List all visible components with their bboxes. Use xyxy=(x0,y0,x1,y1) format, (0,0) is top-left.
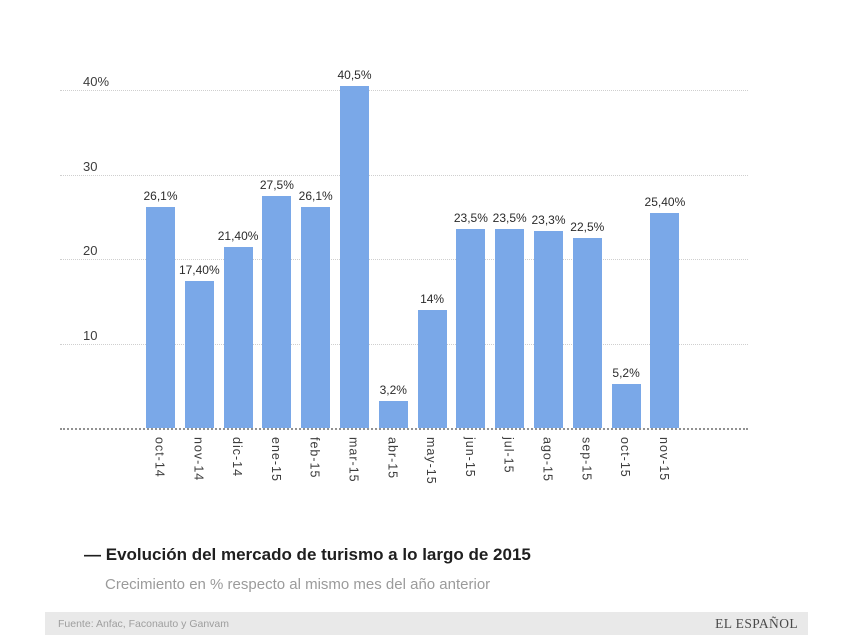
chart-subtitle: Crecimiento en % respecto al mismo mes d… xyxy=(105,576,491,593)
x-axis-tick-label: sep-15 xyxy=(579,437,594,482)
bar-value-label: 26,1% xyxy=(143,189,178,204)
x-axis-tick-label: ago-15 xyxy=(540,437,555,482)
bar-value-label: 22,5% xyxy=(570,219,605,234)
source-text: Fuente: Anfac, Faconauto y Ganvam xyxy=(58,617,230,630)
y-gridline xyxy=(60,90,748,91)
bar-oct-14 xyxy=(146,207,175,428)
bar-value-label: 23,5% xyxy=(492,211,527,226)
x-axis-tick-label: feb-15 xyxy=(307,437,322,479)
x-axis-tick-label: mar-15 xyxy=(346,437,361,483)
bar-value-label: 25,40% xyxy=(644,195,686,210)
y-gridline xyxy=(60,174,748,176)
bar-value-label: 3,2% xyxy=(379,382,407,397)
bar-abr-15 xyxy=(378,400,408,428)
bar-value-label: 40,5% xyxy=(337,67,372,82)
y-gridline xyxy=(60,259,748,260)
x-axis-tick-label: nov-14 xyxy=(191,437,206,482)
chart-title-text: Evolución del mercado de turismo a lo la… xyxy=(105,545,531,564)
bar-jun-15 xyxy=(456,229,486,428)
y-gridline xyxy=(60,343,748,345)
x-axis-tick-label: abr-15 xyxy=(385,437,400,480)
bar-value-label: 23,3% xyxy=(531,213,566,228)
bar-may-15 xyxy=(417,309,447,428)
x-axis-tick-label: nov-15 xyxy=(656,437,671,482)
title-dash: — xyxy=(84,545,101,564)
bar-value-label: 5,2% xyxy=(612,366,640,381)
footer-bar: Fuente: Anfac, Faconauto y Ganvam EL ESP… xyxy=(45,612,808,635)
x-axis-tick-label: jul-15 xyxy=(501,437,516,474)
bar-oct-15 xyxy=(611,384,641,428)
y-axis-tick-label: 30 xyxy=(83,158,102,174)
brand-logo: EL ESPAÑOL xyxy=(715,615,798,631)
bar-nov-15 xyxy=(650,213,680,428)
bar-mar-15 xyxy=(340,85,369,428)
bar-value-label: 14% xyxy=(420,291,445,306)
x-axis-tick-label: ene-15 xyxy=(268,437,283,482)
bar-ago-15 xyxy=(534,231,563,428)
chart-title: — Evolución del mercado de turismo a lo … xyxy=(84,544,531,566)
bar-ene-15 xyxy=(262,195,292,428)
bar-nov-14 xyxy=(184,280,214,428)
plot-area: 40% 30 20 10 26,1% oct-14 17,40% nov-14 21,40% di… xyxy=(60,67,748,485)
x-axis-tick-label: dic-14 xyxy=(230,437,245,478)
y-axis-tick-label: 20 xyxy=(83,243,102,258)
y-axis-tick-label: 40% xyxy=(83,74,114,89)
bar-value-label: 21,40% xyxy=(217,229,259,244)
x-axis-tick-label: jun-15 xyxy=(462,437,477,478)
bar-feb-15 xyxy=(301,207,331,428)
x-axis-tick-label: may-15 xyxy=(424,437,439,485)
caption-block: — Evolución del mercado de turismo a lo … xyxy=(84,544,531,594)
bar-sep-15 xyxy=(572,237,602,428)
y-axis-tick-label: 10 xyxy=(83,327,102,343)
bar-value-label: 27,5% xyxy=(259,177,294,192)
x-axis-tick-label: oct-14 xyxy=(152,437,167,478)
bar-value-label: 26,1% xyxy=(298,189,333,204)
bar-jul-15 xyxy=(495,229,525,428)
x-axis-tick-label: oct-15 xyxy=(618,437,633,478)
bar-value-label: 17,40% xyxy=(178,262,220,277)
x-axis-baseline xyxy=(60,428,748,430)
bar-value-label: 23,5% xyxy=(453,211,488,226)
bar-dic-14 xyxy=(223,247,253,428)
